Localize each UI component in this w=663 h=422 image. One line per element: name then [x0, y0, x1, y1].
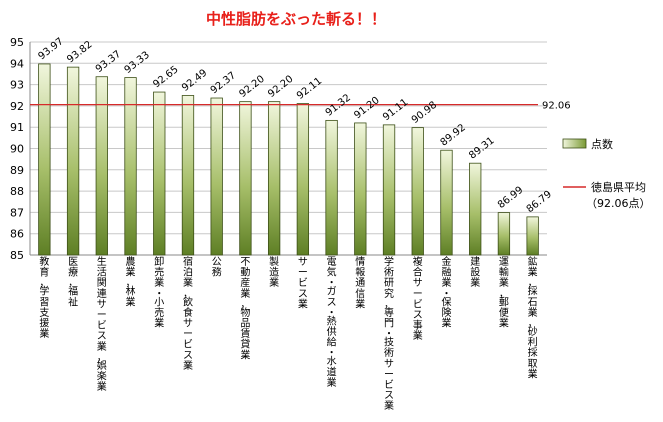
average-line-group: 92.06 — [30, 101, 571, 112]
bar — [66, 66, 80, 256]
category-label: 情報通信業 — [355, 255, 365, 310]
bar — [325, 119, 338, 256]
category-label: 学術研究，専門・技術サービス業 — [384, 255, 394, 412]
category-label: 製造業 — [269, 255, 279, 289]
value-label: 92.20 — [266, 74, 295, 100]
bar — [411, 127, 424, 256]
y-axis-ticks: 85 86 87 88 89 90 91 92 93 94 95 — [10, 36, 24, 262]
bar — [124, 77, 137, 256]
value-label: 93.37 — [94, 49, 123, 75]
bar — [38, 63, 51, 256]
legend-bar-swatch — [562, 138, 587, 149]
category-label: 建設業 — [470, 255, 480, 289]
value-label: 89.92 — [439, 122, 468, 148]
category-label: 宿泊業，飲食サービス業 — [183, 255, 193, 372]
category-label: 運輸業，郵便業 — [499, 256, 509, 330]
value-label: 92.65 — [151, 64, 180, 90]
legend-line-label: 徳島県平均 — [591, 180, 646, 194]
bar — [153, 91, 166, 256]
value-label: 92.49 — [180, 68, 209, 94]
bars — [38, 63, 539, 256]
value-label: 93.82 — [65, 39, 94, 65]
bar — [382, 124, 396, 256]
category-label: 生活関連サービス業，娯楽業 — [97, 255, 107, 393]
value-label: 91.11 — [381, 97, 410, 123]
bar — [296, 103, 310, 256]
category-label: 公務 — [212, 257, 222, 279]
y-tick-label: 90 — [10, 143, 24, 156]
value-label: 86.79 — [525, 189, 554, 215]
value-label: 90.98 — [410, 100, 439, 126]
y-tick-label: 91 — [10, 121, 24, 134]
legend: 点数 徳島県平均 （92.06点） — [562, 138, 651, 210]
bar — [526, 216, 539, 256]
y-tick-label: 85 — [10, 249, 24, 262]
category-label: 不動産業，物品賃貸業 — [240, 257, 250, 361]
category-label: サービス業 — [298, 256, 308, 310]
bar — [354, 122, 367, 256]
category-label: 医療，福祉 — [68, 256, 78, 308]
category-label: 教育，学習支援業 — [39, 255, 49, 340]
category-label: 複合サービス事業 — [413, 255, 423, 342]
value-label: 91.20 — [352, 95, 381, 121]
bar — [497, 212, 511, 256]
category-label: 鉱業，採石業，砂利採取業 — [528, 255, 538, 380]
y-tick-label: 94 — [10, 57, 24, 70]
category-label: 電気・ガス・熱供給・水道業 — [327, 256, 337, 389]
category-labels: 教育，学習支援業 医療，福祉 生活関連サービス業，娯楽業 農業，林業 卸売業・小売業 宿泊… — [39, 255, 537, 412]
category-label: 農業，林業 — [126, 255, 136, 308]
y-tick-label: 93 — [10, 79, 24, 92]
gridlines — [29, 41, 547, 256]
legend-line-label-sub: （92.06点） — [586, 197, 651, 210]
bar — [181, 95, 195, 256]
value-label: 93.97 — [36, 36, 65, 62]
category-label: 卸売業・小売業 — [154, 255, 164, 330]
category-label: 金融業・保険業 — [441, 255, 451, 330]
y-tick-label: 95 — [10, 36, 24, 49]
y-tick-label: 89 — [10, 164, 24, 177]
legend-bar-label: 点数 — [591, 138, 613, 151]
value-label: 92.37 — [209, 70, 238, 96]
bar — [239, 101, 252, 256]
chart-title: 中性脂肪をぶった斬る！！ — [206, 10, 386, 28]
y-tick-label: 92 — [10, 100, 24, 113]
value-label: 86.99 — [496, 185, 525, 211]
y-tick-label: 86 — [10, 228, 24, 241]
bar — [95, 76, 108, 256]
bar — [440, 149, 453, 256]
y-tick-label: 88 — [10, 185, 24, 198]
bar — [469, 162, 482, 256]
y-tick-label: 87 — [10, 206, 24, 219]
value-label: 92.11 — [295, 76, 324, 102]
bar — [210, 97, 223, 256]
value-label: 93.33 — [123, 50, 152, 76]
value-label: 92.20 — [237, 74, 266, 100]
average-value-label: 92.06 — [542, 101, 571, 112]
bar — [267, 101, 281, 256]
